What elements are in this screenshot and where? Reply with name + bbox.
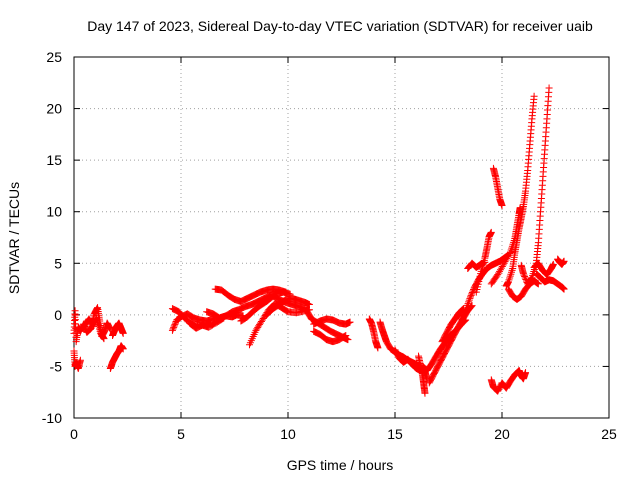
y-tick-label: 5 bbox=[54, 255, 62, 271]
y-tick-label: -5 bbox=[50, 358, 63, 374]
data-point-marker bbox=[520, 271, 528, 279]
data-point-marker bbox=[560, 257, 568, 265]
data-point-marker bbox=[119, 329, 127, 337]
y-tick-label: -10 bbox=[42, 410, 62, 426]
data-point-marker bbox=[521, 274, 529, 282]
data-point-marker bbox=[465, 298, 473, 306]
data-point-marker bbox=[507, 268, 515, 276]
data-point-marker bbox=[346, 318, 354, 326]
data-point-marker bbox=[507, 270, 515, 278]
x-tick-label: 0 bbox=[70, 426, 78, 442]
data-point-marker bbox=[469, 287, 477, 295]
data-point-marker bbox=[467, 291, 475, 299]
data-point-marker bbox=[462, 307, 470, 315]
y-axis-label: SDTVAR / TECUs bbox=[6, 182, 22, 294]
axis-ticks bbox=[73, 56, 610, 419]
data-point-marker bbox=[468, 290, 476, 298]
data-point-marker bbox=[464, 300, 472, 308]
data-point-marker bbox=[344, 336, 352, 344]
y-tick-label: 25 bbox=[46, 49, 62, 65]
data-point-marker bbox=[170, 323, 178, 331]
data-point-marker bbox=[560, 285, 568, 293]
data-point-marker bbox=[465, 296, 473, 304]
y-tick-label: 15 bbox=[46, 152, 62, 168]
data-point-marker bbox=[462, 305, 470, 313]
data-point-marker bbox=[549, 260, 557, 268]
data-point-marker bbox=[534, 280, 542, 288]
data-point-marker bbox=[530, 92, 538, 100]
x-axis-label: GPS time / hours bbox=[287, 457, 394, 473]
data-point-marker bbox=[463, 301, 471, 309]
data-point-marker bbox=[487, 228, 495, 236]
data-point-marker bbox=[461, 308, 469, 316]
plot-frame bbox=[73, 56, 610, 419]
data-point-marker bbox=[466, 294, 474, 302]
grid-lines bbox=[74, 57, 609, 418]
data-point-marker bbox=[545, 84, 553, 92]
data-point-marker bbox=[76, 356, 84, 364]
data-point-marker bbox=[521, 273, 529, 281]
data-point-marker bbox=[171, 320, 179, 328]
data-point-marker bbox=[169, 325, 177, 333]
data-point-marker bbox=[170, 322, 178, 330]
data-point-marker bbox=[467, 293, 475, 301]
x-tick-label: 20 bbox=[494, 426, 510, 442]
data-point-marker bbox=[168, 326, 176, 334]
data-points bbox=[70, 84, 568, 397]
data-point-marker bbox=[100, 335, 108, 343]
data-point-marker bbox=[374, 344, 382, 352]
x-tick-label: 15 bbox=[387, 426, 403, 442]
y-tick-label: 0 bbox=[54, 307, 62, 323]
x-tick-label: 5 bbox=[177, 426, 185, 442]
data-point-marker bbox=[463, 303, 471, 311]
data-point-marker bbox=[506, 272, 514, 280]
data-point-marker bbox=[341, 332, 349, 340]
data-point-marker bbox=[519, 270, 527, 278]
data-point-marker bbox=[342, 331, 350, 339]
data-point-marker bbox=[421, 389, 429, 397]
tick-labels: 0 5 10 15 20 25 -10 -5 0 5 10 15 20 25 bbox=[42, 49, 617, 442]
data-point-marker bbox=[282, 288, 290, 296]
data-point-marker bbox=[506, 250, 514, 258]
data-point-marker bbox=[522, 369, 530, 377]
x-tick-label: 25 bbox=[601, 426, 617, 442]
chart-title: Day 147 of 2023, Sidereal Day-to-day VTE… bbox=[87, 18, 593, 34]
y-tick-label: 20 bbox=[46, 101, 62, 117]
data-point-marker bbox=[119, 345, 127, 353]
data-point-marker bbox=[498, 202, 506, 210]
x-tick-label: 10 bbox=[280, 426, 296, 442]
y-tick-label: 10 bbox=[46, 204, 62, 220]
data-point-marker bbox=[508, 266, 516, 274]
data-point-marker bbox=[305, 301, 313, 309]
data-point-marker bbox=[86, 325, 94, 333]
